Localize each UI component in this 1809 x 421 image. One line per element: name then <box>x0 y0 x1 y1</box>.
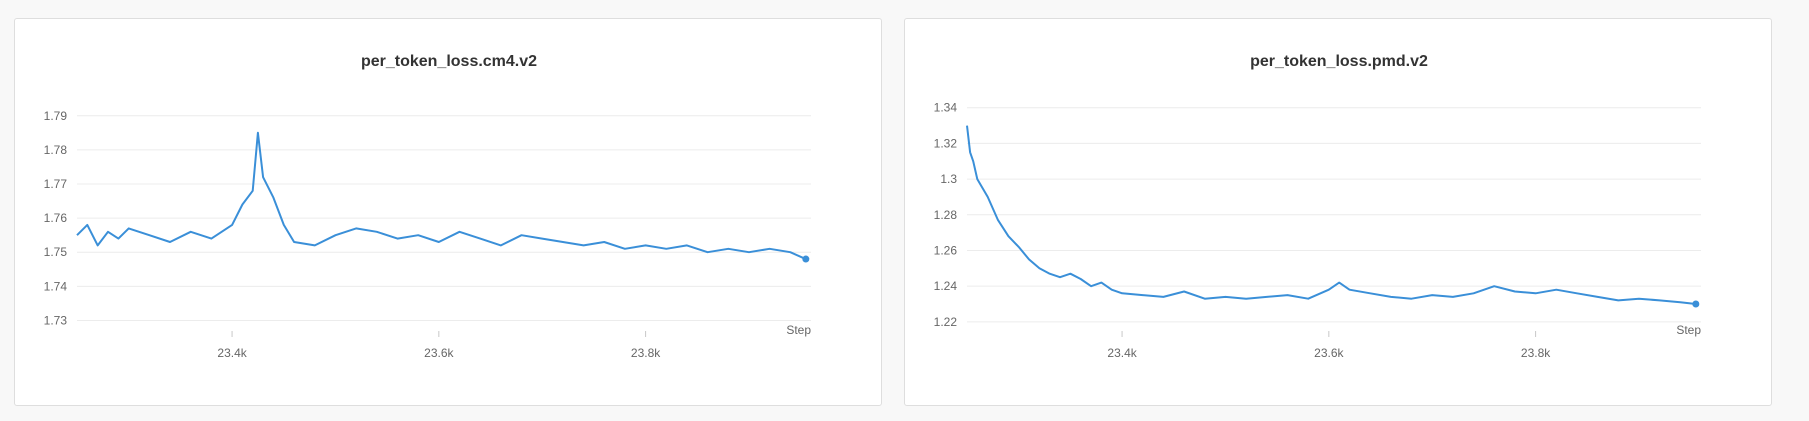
chart-title: per_token_loss.pmd.v2 <box>1250 53 1428 70</box>
y-tick-label: 1.75 <box>44 245 68 259</box>
x-axis-label: Step <box>1676 323 1701 337</box>
y-tick-label: 1.79 <box>44 109 68 123</box>
y-tick-label: 1.26 <box>934 243 958 257</box>
y-tick-label: 1.74 <box>44 279 68 293</box>
line-chart-pmd: per_token_loss.pmd.v2 1.22 1.24 1.26 1.28 1.… <box>934 53 1702 360</box>
chart-panel-cm4: per_token_loss.cm4.v2 1.73 1.74 1.75 1.76 1.… <box>14 18 882 406</box>
x-tick-label: 23.8k <box>1521 346 1551 360</box>
y-tick-label: 1.78 <box>44 143 68 157</box>
x-tick-label: 23.8k <box>631 346 661 360</box>
x-tick-label: 23.6k <box>424 346 454 360</box>
y-tick-label: 1.24 <box>934 279 958 293</box>
chart-title: per_token_loss.cm4.v2 <box>361 53 537 70</box>
y-tick-label: 1.73 <box>44 313 68 327</box>
series-endpoint <box>1692 300 1700 308</box>
chart-panel-pmd: per_token_loss.pmd.v2 1.22 1.24 1.26 1.28 1.… <box>904 18 1772 406</box>
series-endpoint <box>802 255 810 263</box>
x-axis-label: Step <box>786 323 811 337</box>
y-tick-label: 1.28 <box>934 208 958 222</box>
series-line <box>966 125 1696 305</box>
y-tick-label: 1.34 <box>934 101 958 115</box>
y-tick-label: 1.32 <box>934 136 958 150</box>
series-line <box>76 131 807 261</box>
line-chart-cm4: per_token_loss.cm4.v2 1.73 1.74 1.75 1.76 1.… <box>44 53 812 360</box>
x-tick-label: 23.4k <box>217 346 247 360</box>
y-tick-label: 1.22 <box>934 315 958 329</box>
y-tick-label: 1.77 <box>44 177 68 191</box>
y-tick-label: 1.3 <box>940 172 957 186</box>
x-tick-label: 23.6k <box>1314 346 1344 360</box>
y-tick-label: 1.76 <box>44 211 68 225</box>
x-tick-label: 23.4k <box>1107 346 1137 360</box>
